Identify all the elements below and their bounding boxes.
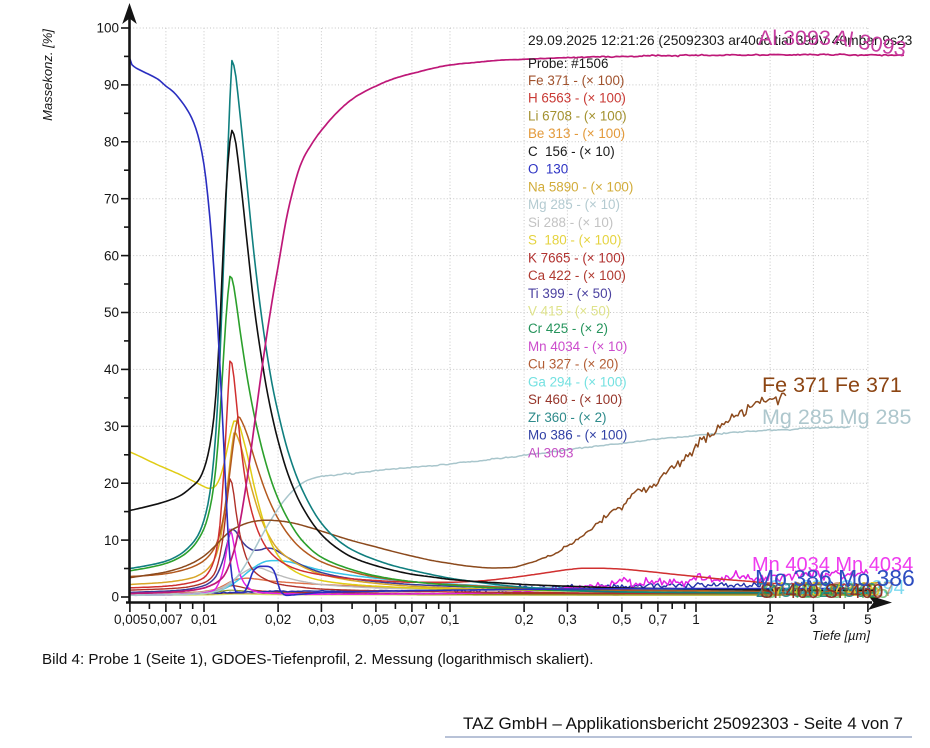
svg-text:5: 5 bbox=[864, 612, 872, 627]
svg-text:Si 288 - (× 10): Si 288 - (× 10) bbox=[528, 215, 613, 230]
svg-text:Ca 422 - (× 100): Ca 422 - (× 100) bbox=[528, 268, 626, 283]
svg-text:V 415 - (× 50): V 415 - (× 50) bbox=[528, 304, 610, 319]
svg-text:90: 90 bbox=[104, 78, 119, 93]
svg-text:Ga 294 Ga 294: Ga 294 Ga 294 bbox=[768, 577, 905, 599]
svg-text:Tiefe [µm]: Tiefe [µm] bbox=[812, 628, 870, 643]
svg-text:C 156 - (× 10): C 156 - (× 10) bbox=[528, 144, 615, 159]
svg-text:29.09.2025 12:21:26 (25092303: 29.09.2025 12:21:26 (25092303 ar40dc tia… bbox=[528, 33, 913, 48]
svg-text:0,7: 0,7 bbox=[649, 612, 668, 627]
svg-text:20: 20 bbox=[104, 476, 119, 491]
svg-text:0,05: 0,05 bbox=[363, 612, 389, 627]
svg-text:Cu 327 Cu 327: Cu 327 Cu 327 bbox=[760, 579, 895, 601]
svg-text:Cr 425 Cr 425: Cr 425 Cr 425 bbox=[763, 581, 889, 603]
svg-text:30: 30 bbox=[104, 419, 119, 434]
svg-text:Fe 371 Fe 371: Fe 371 Fe 371 bbox=[762, 373, 902, 397]
svg-text:0: 0 bbox=[111, 590, 119, 605]
svg-text:Bild 4: Probe 1 (Seite 1), GDO: Bild 4: Probe 1 (Seite 1), GDOES-Tiefenp… bbox=[42, 651, 593, 668]
svg-text:0,007: 0,007 bbox=[149, 612, 183, 627]
svg-text:10: 10 bbox=[104, 533, 119, 548]
svg-text:Mo 386 - (× 100): Mo 386 - (× 100) bbox=[528, 428, 627, 443]
svg-text:Mg 285 - (× 10): Mg 285 - (× 10) bbox=[528, 197, 620, 212]
svg-text:Massekonz. [%]: Massekonz. [%] bbox=[40, 29, 55, 121]
svg-text:Be 313 - (× 100): Be 313 - (× 100) bbox=[528, 126, 625, 141]
svg-text:Zr 360 - (× 2): Zr 360 - (× 2) bbox=[528, 410, 607, 425]
svg-text:50: 50 bbox=[104, 305, 119, 320]
svg-text:Ti 399 - (× 50): Ti 399 - (× 50) bbox=[528, 286, 612, 301]
svg-text:0,5: 0,5 bbox=[613, 612, 632, 627]
svg-text:H 6563 - (× 100): H 6563 - (× 100) bbox=[528, 91, 626, 106]
svg-text:1: 1 bbox=[692, 612, 700, 627]
svg-text:0,3: 0,3 bbox=[558, 612, 577, 627]
svg-text:Probe: #1506: Probe: #1506 bbox=[528, 56, 608, 71]
svg-text:0,03: 0,03 bbox=[308, 612, 334, 627]
svg-text:Mn 4034 - (× 10): Mn 4034 - (× 10) bbox=[528, 339, 627, 354]
svg-text:Mo 386 Mo 386: Mo 386 Mo 386 bbox=[755, 565, 915, 591]
svg-text:K 7665 - (× 100): K 7665 - (× 100) bbox=[528, 250, 625, 265]
svg-text:Al 3093: Al 3093 bbox=[758, 26, 831, 50]
svg-text:Sr 460 - (× 100): Sr 460 - (× 100) bbox=[528, 392, 622, 407]
svg-text:V 415 V 415: V 415 V 415 bbox=[770, 579, 880, 601]
svg-text:TAZ GmbH – Applikationsbericht: TAZ GmbH – Applikationsbericht 25092303 … bbox=[463, 714, 903, 733]
svg-text:Cr 425 - (× 2): Cr 425 - (× 2) bbox=[528, 321, 608, 336]
svg-text:100: 100 bbox=[96, 21, 119, 36]
svg-text:0,02: 0,02 bbox=[265, 612, 291, 627]
svg-text:Mn 4034 Mn 4034: Mn 4034 Mn 4034 bbox=[752, 554, 913, 576]
svg-text:Al 3093: Al 3093 bbox=[528, 445, 573, 460]
svg-text:Ga 294 - (× 100): Ga 294 - (× 100) bbox=[528, 374, 627, 389]
svg-text:0,01: 0,01 bbox=[191, 612, 217, 627]
svg-text:Li 6708 - (× 100): Li 6708 - (× 100) bbox=[528, 109, 627, 124]
svg-text:80: 80 bbox=[104, 135, 119, 150]
svg-text:3: 3 bbox=[810, 612, 818, 627]
svg-text:0,1: 0,1 bbox=[441, 612, 460, 627]
svg-text:0,005: 0,005 bbox=[114, 612, 148, 627]
svg-text:Na 5890 - (× 100): Na 5890 - (× 100) bbox=[528, 179, 633, 194]
svg-text:0,07: 0,07 bbox=[399, 612, 425, 627]
svg-text:S 180 - (× 100): S 180 - (× 100) bbox=[528, 233, 621, 248]
svg-text:Zr 360 Zr 360: Zr 360 Zr 360 bbox=[756, 580, 877, 602]
svg-text:2: 2 bbox=[766, 612, 774, 627]
svg-text:Fe 371 - (× 100): Fe 371 - (× 100) bbox=[528, 73, 624, 88]
svg-text:Cu 327 - (× 20): Cu 327 - (× 20) bbox=[528, 357, 618, 372]
svg-text:Sr 460 Sr 460: Sr 460 Sr 460 bbox=[760, 581, 883, 603]
svg-text:60: 60 bbox=[104, 248, 119, 263]
svg-text:Mg 285 Mg 285: Mg 285 Mg 285 bbox=[762, 405, 911, 429]
svg-text:O 130: O 130 bbox=[528, 162, 568, 177]
svg-text:40: 40 bbox=[104, 362, 119, 377]
svg-text:70: 70 bbox=[104, 191, 119, 206]
svg-text:0,2: 0,2 bbox=[515, 612, 534, 627]
